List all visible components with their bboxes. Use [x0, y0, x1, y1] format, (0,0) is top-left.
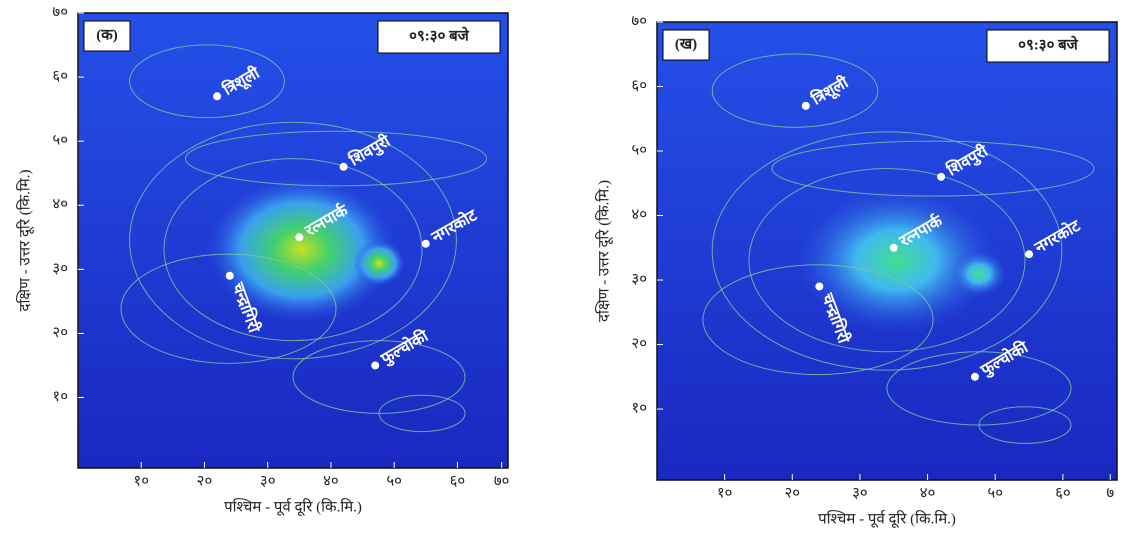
location-point	[225, 271, 234, 280]
title-box	[83, 20, 131, 52]
location-point	[889, 243, 898, 252]
time-box	[986, 29, 1110, 63]
contour	[185, 130, 487, 187]
contour	[129, 121, 457, 360]
x-tick-label: ५०	[386, 473, 402, 489]
location-point	[801, 101, 810, 110]
panel-subtitle: ०९:३० बजे	[1018, 35, 1079, 53]
contour	[978, 406, 1072, 444]
x-tick-label: ६०	[450, 473, 466, 489]
y-axis-label: दक्षिण - उत्तर दूरि (कि.मि.)	[594, 180, 613, 322]
x-tick-label: ४०	[920, 485, 936, 501]
y-tick-label: ७०	[52, 4, 68, 20]
contour	[163, 158, 423, 342]
hotspot	[795, 186, 998, 334]
y-tick-label: १०	[631, 400, 647, 416]
location-point	[970, 372, 979, 381]
y-tick-label: ६०	[631, 78, 647, 94]
hotspot	[353, 240, 405, 286]
y-tick-label: ४०	[52, 197, 68, 213]
location-point	[421, 239, 430, 248]
contour	[702, 264, 934, 376]
y-tick-label: ५०	[631, 142, 647, 158]
panel-subtitle: ०९:३० बजे	[409, 26, 470, 44]
y-tick-label: २०	[631, 336, 647, 352]
location-point	[339, 162, 348, 171]
contour	[129, 44, 285, 119]
time-box	[377, 20, 501, 54]
x-tick-label: ७	[1106, 485, 1114, 501]
x-tick-label: २०	[197, 473, 213, 489]
x-tick-label: २०	[784, 485, 800, 501]
contour	[711, 131, 1063, 371]
y-tick-label: ४०	[631, 207, 647, 223]
x-tick-label: ५०	[987, 485, 1003, 501]
location-point	[371, 361, 380, 370]
contour	[771, 140, 1095, 197]
contour	[378, 394, 466, 433]
y-axis-label: दक्षिण - उत्तर दूरि (कि.मि.)	[15, 170, 34, 312]
y-tick-label: ३०	[52, 261, 68, 277]
hotspot	[207, 176, 397, 323]
y-tick-label: ७०	[631, 13, 647, 29]
x-tick-label: ४०	[323, 473, 339, 489]
y-tick-label: ६०	[52, 69, 68, 85]
y-tick-label: १०	[52, 389, 68, 405]
x-tick-label: ७०	[494, 473, 510, 489]
hotspot	[951, 251, 1007, 297]
panel-title: (ख)	[675, 36, 697, 52]
location-point	[213, 92, 222, 101]
x-axis-label: पश्चिम - पूर्व दूरि (कि.मि.)	[818, 509, 956, 528]
x-tick-label: ३०	[852, 485, 868, 501]
plot-frame	[77, 12, 509, 469]
x-tick-label: ३०	[260, 473, 276, 489]
location-point	[815, 282, 824, 291]
location-point	[295, 233, 304, 242]
x-tick-label: ६०	[1055, 485, 1071, 501]
contour	[120, 253, 337, 364]
panel-title: (क)	[96, 27, 118, 43]
plot-frame	[656, 21, 1118, 481]
title-box	[662, 29, 710, 61]
location-point	[937, 172, 946, 181]
contour	[748, 168, 1026, 353]
y-tick-label: ५०	[52, 133, 68, 149]
y-tick-label: २०	[52, 325, 68, 341]
x-tick-label: १०	[133, 473, 149, 489]
contour	[711, 53, 879, 128]
x-axis-label: पश्चिम - पूर्व दूरि (कि.मि.)	[224, 497, 362, 516]
location-point	[1025, 250, 1034, 259]
x-tick-label: १०	[717, 485, 733, 501]
y-tick-label: ३०	[631, 271, 647, 287]
